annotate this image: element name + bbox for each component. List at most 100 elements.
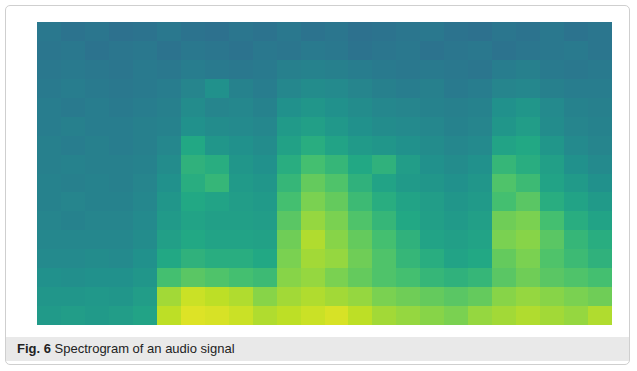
cell (396, 287, 421, 307)
cell (468, 174, 493, 194)
cell (205, 22, 230, 42)
cell (157, 155, 182, 175)
cell (540, 98, 565, 118)
cell (372, 306, 397, 325)
cell (85, 117, 110, 137)
cell (444, 22, 469, 42)
cell (205, 79, 230, 99)
cell (564, 230, 589, 250)
cell (133, 192, 158, 212)
cell (492, 268, 517, 288)
cell (348, 60, 373, 80)
cell (109, 155, 134, 175)
cell (468, 117, 493, 137)
cell (181, 174, 206, 194)
cell (516, 192, 541, 212)
cell (37, 60, 62, 80)
cell (588, 192, 612, 212)
cell (85, 79, 110, 99)
cell (109, 60, 134, 80)
cell (468, 98, 493, 118)
cell (420, 60, 445, 80)
cell (277, 41, 302, 61)
cell (85, 268, 110, 288)
cell (372, 249, 397, 269)
cell (205, 211, 230, 231)
cell (61, 268, 86, 288)
cell (468, 211, 493, 231)
cell (325, 41, 350, 61)
cell (516, 155, 541, 175)
cell (468, 155, 493, 175)
cell (540, 230, 565, 250)
cell (157, 230, 182, 250)
cell (588, 287, 612, 307)
cell (181, 306, 206, 325)
cell (325, 98, 350, 118)
cell (61, 41, 86, 61)
cell (540, 41, 565, 61)
cell (492, 136, 517, 156)
cell (540, 306, 565, 325)
cell (348, 230, 373, 250)
cell (444, 174, 469, 194)
cell (37, 22, 62, 42)
cells (37, 22, 612, 325)
cell (61, 192, 86, 212)
cell (229, 174, 254, 194)
cell (253, 79, 278, 99)
cell (253, 22, 278, 42)
cell (372, 174, 397, 194)
cell (325, 249, 350, 269)
cell (516, 79, 541, 99)
cell (516, 41, 541, 61)
cell (157, 306, 182, 325)
cell (205, 249, 230, 269)
cell (540, 60, 565, 80)
plot-area (37, 22, 612, 325)
cell (277, 79, 302, 99)
cell (516, 287, 541, 307)
cell (492, 174, 517, 194)
cell (564, 79, 589, 99)
cell (133, 211, 158, 231)
cell (37, 79, 62, 99)
cell (492, 287, 517, 307)
cell (157, 79, 182, 99)
cell (372, 211, 397, 231)
cell (588, 41, 612, 61)
cell (301, 306, 326, 325)
cell (348, 287, 373, 307)
cell (492, 192, 517, 212)
cell (205, 287, 230, 307)
cell (229, 155, 254, 175)
cell (277, 155, 302, 175)
cell (205, 306, 230, 325)
cell (157, 249, 182, 269)
cell (444, 79, 469, 99)
cell (325, 22, 350, 42)
cell (396, 98, 421, 118)
cell (301, 41, 326, 61)
cell (468, 287, 493, 307)
cell (277, 249, 302, 269)
cell (277, 60, 302, 80)
cell (301, 155, 326, 175)
cell (396, 60, 421, 80)
cell (420, 192, 445, 212)
cell (205, 155, 230, 175)
cell (61, 155, 86, 175)
cell (444, 230, 469, 250)
cell (277, 98, 302, 118)
cell (396, 155, 421, 175)
cell (348, 98, 373, 118)
cell (277, 192, 302, 212)
cell (85, 22, 110, 42)
cell (61, 98, 86, 118)
cell (205, 98, 230, 118)
cell (205, 41, 230, 61)
cell (205, 60, 230, 80)
cell (540, 155, 565, 175)
cell (420, 211, 445, 231)
cell (133, 41, 158, 61)
